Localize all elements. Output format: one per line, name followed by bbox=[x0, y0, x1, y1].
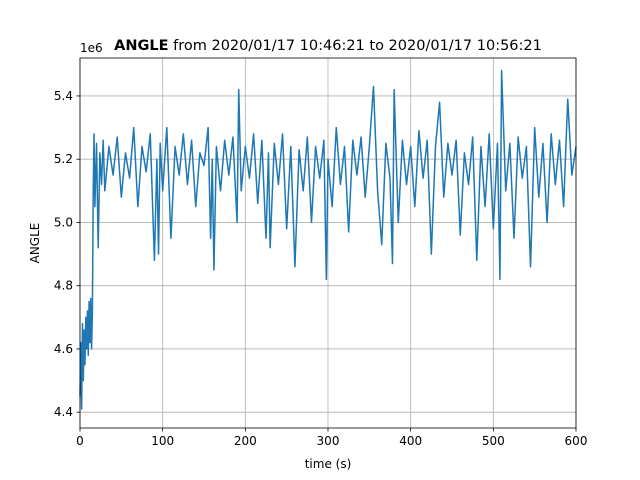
y-axis-label: ANGLE bbox=[28, 223, 42, 264]
x-tick-label: 600 bbox=[565, 434, 588, 448]
grid-lines bbox=[79, 58, 577, 428]
y-offset-label: 1e6 bbox=[80, 41, 103, 55]
y-tick-label: 5.4 bbox=[54, 89, 73, 103]
x-axis-label: time (s) bbox=[305, 457, 352, 471]
y-tick-label: 4.4 bbox=[54, 405, 73, 419]
chart-title-bold: ANGLE bbox=[114, 38, 168, 54]
y-tick-label: 5.2 bbox=[54, 152, 73, 166]
chart-title-rest: from 2020/01/17 10:46:21 to 2020/01/17 1… bbox=[169, 38, 542, 54]
x-tick-label: 300 bbox=[317, 434, 340, 448]
x-tick-label: 100 bbox=[151, 434, 174, 448]
y-axis-ticks: 4.4 4.6 4.8 5.0 5.2 5.4 bbox=[54, 89, 80, 419]
y-tick-label: 4.6 bbox=[54, 342, 73, 356]
x-axis-ticks: 0 100 200 300 400 500 600 bbox=[76, 428, 587, 448]
x-tick-label: 0 bbox=[76, 434, 84, 448]
x-tick-label: 200 bbox=[234, 434, 257, 448]
x-tick-label: 500 bbox=[482, 434, 505, 448]
y-tick-label: 4.8 bbox=[54, 279, 73, 293]
series-line bbox=[79, 69, 577, 410]
x-tick-label: 400 bbox=[399, 434, 422, 448]
y-tick-label: 5.0 bbox=[54, 215, 73, 229]
series-group bbox=[79, 69, 577, 410]
chart-title: ANGLE from 2020/01/17 10:46:21 to 2020/0… bbox=[114, 38, 542, 54]
